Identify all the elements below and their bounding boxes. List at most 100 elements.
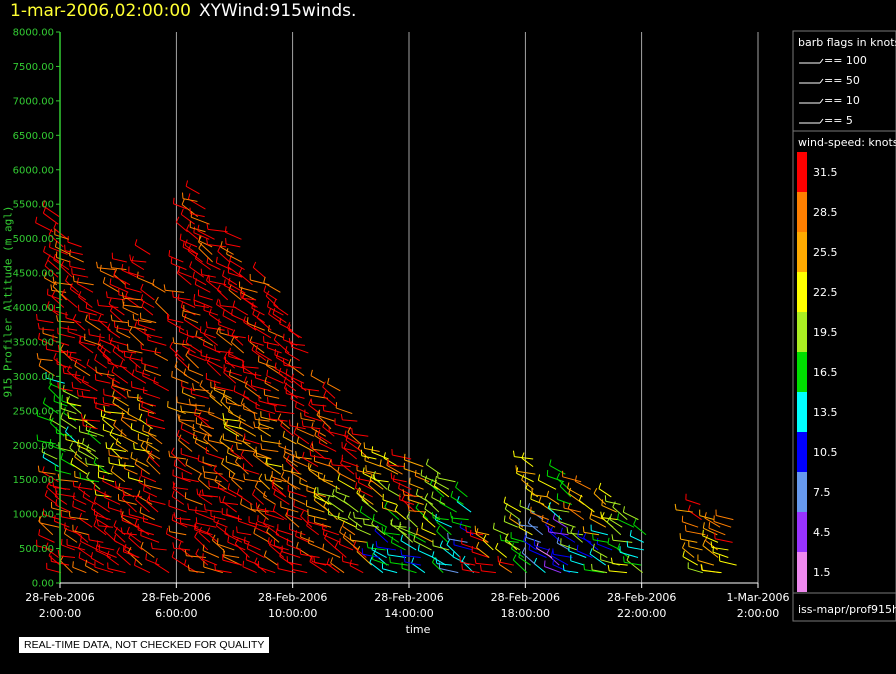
barb-flag: [446, 539, 451, 545]
wind-barb: [37, 319, 54, 324]
barb-flag: [60, 452, 64, 460]
wind-barb: [198, 248, 213, 263]
barb-flag: [200, 268, 203, 275]
barb-flag: [197, 224, 200, 231]
wind-barb: [223, 418, 241, 422]
wind-barb: [451, 517, 469, 521]
wind-barb: [114, 326, 130, 331]
wind-barb: [37, 415, 53, 422]
wind-barb: [251, 385, 271, 392]
wind-barb: [624, 561, 642, 566]
wind-barb: [304, 415, 322, 422]
wind-barb: [140, 401, 157, 407]
wind-barb: [79, 431, 97, 437]
wind-barb: [153, 382, 170, 392]
barb-flag: [425, 458, 429, 465]
wind-barb: [69, 266, 86, 271]
wind-barb: [263, 290, 278, 301]
wind-barb: [284, 364, 302, 369]
barb-flag: [38, 359, 42, 366]
barb-flag: [351, 427, 353, 435]
wind-barb: [116, 486, 133, 490]
barb-flag: [626, 540, 629, 547]
wind-barb: [293, 432, 310, 445]
barb-flag: [178, 325, 181, 332]
wind-barb: [229, 374, 246, 384]
wind-barb: [379, 464, 399, 475]
barb-flag: [241, 292, 245, 299]
wind-barb: [218, 487, 237, 498]
barb-flag: [72, 500, 75, 507]
wind-barb: [207, 244, 227, 248]
barb-flag: [562, 564, 565, 571]
wind-barb: [108, 303, 125, 316]
y-tick-label: 2000.00: [13, 441, 54, 452]
wind-barb: [60, 327, 78, 331]
wind-barb: [98, 476, 115, 483]
barb-flag: [79, 472, 82, 479]
wind-barb: [476, 547, 490, 558]
wind-barb: [206, 262, 221, 271]
barb-flag: [266, 369, 269, 376]
barb-flag: [400, 534, 403, 541]
wind-barb: [287, 490, 307, 498]
barb-flag: [134, 458, 138, 465]
barb-flag: [309, 441, 314, 448]
wind-barb: [131, 261, 145, 271]
barb-flag: [411, 557, 415, 564]
wind-barb: [521, 457, 534, 468]
wind-barb: [89, 539, 104, 543]
wind-barb: [382, 568, 398, 574]
wind-barb: [328, 513, 348, 521]
wind-barb: [141, 406, 156, 415]
wind-barb: [198, 240, 213, 248]
speed-legend-swatch: [797, 352, 807, 392]
barb-flag: [578, 494, 583, 501]
wind-barb: [185, 355, 199, 369]
barb-flag: [424, 475, 428, 482]
barb-flag: [115, 438, 119, 445]
barb-flag: [253, 413, 256, 420]
wind-barb: [257, 520, 275, 528]
barb-flag: [55, 499, 58, 506]
wind-barb: [188, 508, 208, 513]
barb-flag: [208, 480, 210, 487]
wind-barb: [72, 387, 91, 392]
barb-legend-flag: [819, 58, 824, 64]
wind-barb: [266, 463, 282, 468]
wind-barb: [186, 229, 199, 240]
speed-legend-label: 4.5: [813, 526, 831, 539]
barb-flag: [242, 560, 245, 567]
barb-flag: [702, 539, 706, 546]
wind-barb: [593, 539, 609, 543]
wind-barb: [193, 299, 213, 308]
wind-barb: [433, 517, 449, 521]
wind-barb: [626, 559, 643, 574]
barb-flag: [105, 291, 108, 298]
wind-barb: [605, 500, 621, 505]
wind-barb: [225, 425, 244, 437]
wind-barb: [146, 423, 166, 430]
barb-flag: [172, 542, 175, 549]
barb-flag: [194, 436, 198, 443]
wind-barb: [67, 370, 82, 384]
wind-barb: [132, 374, 147, 384]
barb-flag: [139, 413, 143, 420]
barb-flag: [142, 424, 144, 431]
barb-flag: [96, 299, 99, 306]
barb-flag: [373, 473, 376, 480]
source-box: [792, 592, 896, 622]
wind-barb: [415, 507, 429, 520]
wind-barb: [391, 525, 407, 528]
wind-barb: [607, 543, 621, 551]
barb-flag: [601, 512, 605, 518]
wind-barb: [90, 557, 105, 566]
speed-legend-label: 22.5: [813, 286, 838, 299]
wind-barb: [38, 534, 55, 543]
wind-barb: [254, 426, 270, 430]
barb-flag: [146, 437, 149, 444]
wind-barb: [268, 330, 285, 339]
barb-flag: [232, 529, 234, 537]
barb-flag: [74, 371, 77, 378]
wind-barb: [69, 357, 87, 369]
